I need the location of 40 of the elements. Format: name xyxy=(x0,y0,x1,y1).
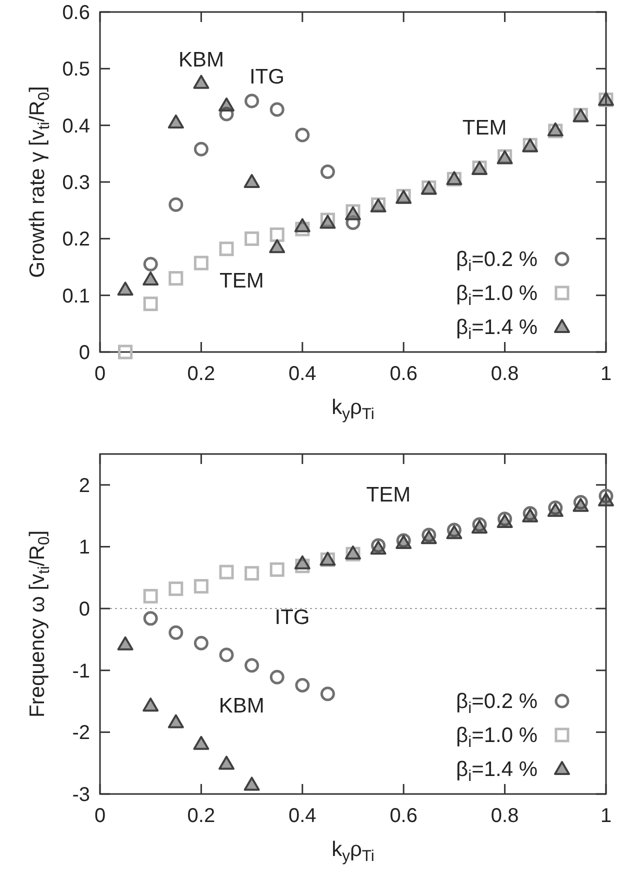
y-tick-label: -3 xyxy=(72,784,90,806)
x-tick-label: 0.6 xyxy=(390,805,418,827)
y-tick-label: 0.6 xyxy=(62,2,90,24)
y-tick-label: 0.4 xyxy=(62,115,90,138)
x-tick-label: 0.8 xyxy=(490,805,519,827)
annotation: TEM xyxy=(220,269,264,292)
x-tick-label: 0.4 xyxy=(288,363,316,385)
y-tick-label: 2 xyxy=(78,474,90,497)
x-tick-label: 1 xyxy=(600,363,612,385)
x-tick-label: 0.8 xyxy=(490,363,519,385)
y-tick-label: 0 xyxy=(78,598,90,621)
x-axis-title: k$_{y}$ρ$_{Ti}$ xyxy=(332,838,374,865)
x-tick-label: 0.6 xyxy=(390,363,418,385)
y-tick-label: -2 xyxy=(72,722,90,744)
annotation: ITG xyxy=(249,65,284,88)
x-tick-label: 0.2 xyxy=(187,363,216,385)
annotation: TEM xyxy=(366,484,411,507)
legend-label: β$_{i}$=1.4 % xyxy=(456,758,538,785)
x-tick-label: 0 xyxy=(94,805,106,827)
annotation: KBM xyxy=(178,48,224,72)
y-tick-label: 0 xyxy=(78,342,90,364)
y-tick-label: 0.3 xyxy=(62,172,90,194)
x-tick-label: 0.2 xyxy=(187,805,216,827)
y-tick-label: 0.1 xyxy=(62,285,90,308)
legend-label: β$_{i}$=1.0 % xyxy=(456,724,538,751)
legend-label: β$_{i}$=1.0 % xyxy=(456,282,538,309)
y-tick-label: 1 xyxy=(78,536,90,559)
y-tick-label: 0.5 xyxy=(62,58,90,81)
annotation: KBM xyxy=(218,694,264,718)
legend-label: β$_{i}$=0.2 % xyxy=(456,690,538,717)
annotation: ITG xyxy=(274,606,310,629)
x-tick-label: 1 xyxy=(600,805,612,827)
x-tick-label: 0 xyxy=(94,363,106,385)
x-axis-title: k$_{y}$ρ$_{Ti}$ xyxy=(332,396,374,423)
y-tick-label: -1 xyxy=(72,660,90,682)
y-tick-label: 0.2 xyxy=(62,228,90,251)
x-tick-label: 0.4 xyxy=(288,805,316,827)
legend-label: β$_{i}$=0.2 % xyxy=(456,248,538,275)
annotation: TEM xyxy=(462,116,507,140)
legend-label: β$_{i}$=1.4 % xyxy=(456,316,538,343)
